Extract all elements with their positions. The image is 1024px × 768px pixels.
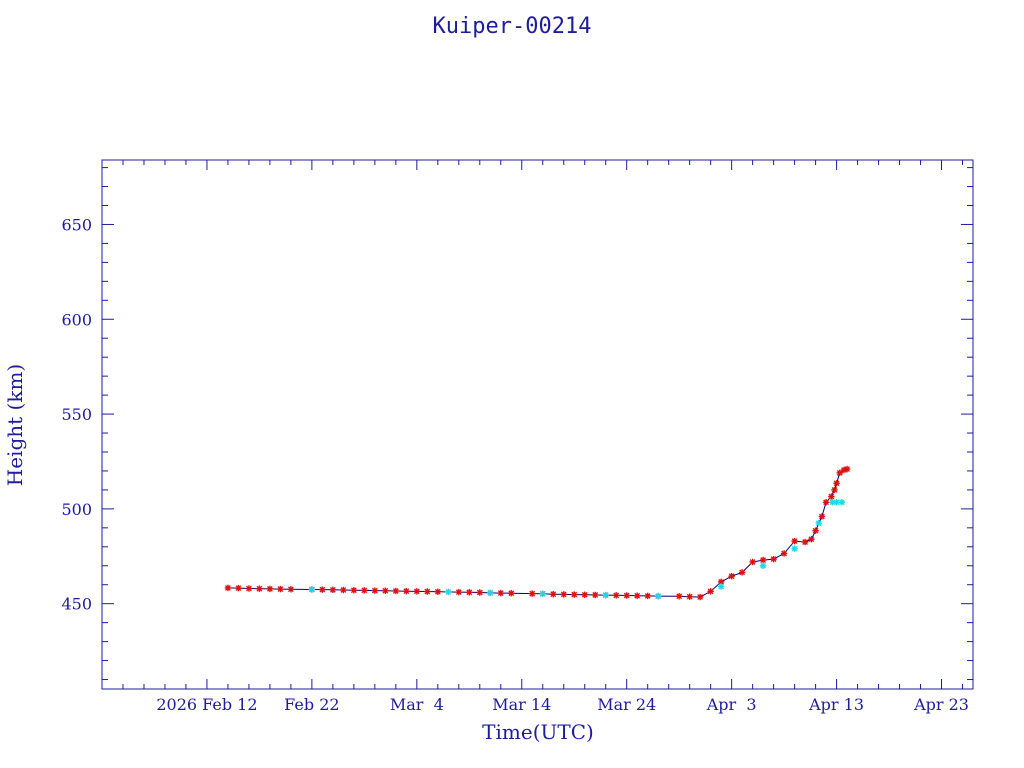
y-tick-label: 550	[61, 405, 92, 424]
x-tick-label: Mar 4	[390, 695, 444, 714]
y-tick-label: 650	[61, 215, 92, 234]
data-point	[550, 590, 557, 598]
data-point	[508, 590, 515, 597]
data-point	[843, 465, 851, 473]
data-point	[235, 584, 242, 592]
data-point	[287, 586, 295, 593]
data-point	[696, 593, 704, 601]
data-point	[654, 592, 662, 600]
data-point	[277, 585, 284, 593]
y-axis-label: Height (km)	[3, 364, 27, 486]
data-point	[717, 578, 725, 586]
data-point	[560, 591, 567, 598]
data-point-marks	[224, 465, 851, 601]
data-point	[413, 588, 421, 595]
y-tick-label: 450	[61, 595, 92, 614]
data-point	[838, 499, 846, 506]
data-point	[371, 587, 379, 594]
data-point	[801, 538, 809, 546]
data-point	[224, 584, 232, 592]
data-point	[812, 527, 819, 534]
data-point	[833, 480, 840, 487]
data-point	[829, 499, 836, 506]
data-point	[529, 590, 536, 597]
data-point	[592, 591, 599, 599]
data-point	[266, 585, 274, 593]
data-point	[791, 537, 798, 545]
data-point	[749, 558, 756, 566]
data-point	[340, 586, 347, 594]
data-point	[828, 493, 835, 500]
data-point	[319, 586, 326, 593]
series-connector-line	[227, 468, 848, 598]
data-point	[675, 593, 683, 600]
data-point	[644, 592, 651, 600]
data-point	[487, 589, 494, 597]
data-point	[571, 591, 578, 598]
axis-ticks	[101, 160, 973, 689]
data-point	[822, 499, 830, 506]
data-point	[581, 591, 588, 598]
y-tick-label: 600	[61, 310, 92, 329]
data-point	[445, 588, 452, 596]
data-point	[759, 562, 767, 569]
data-point	[759, 556, 767, 564]
data-point	[728, 572, 735, 580]
data-point	[361, 587, 368, 594]
data-point	[770, 555, 777, 563]
data-point	[815, 519, 822, 527]
data-point	[455, 588, 462, 596]
data-point	[717, 583, 725, 590]
data-point	[256, 585, 263, 592]
data-point	[329, 586, 337, 594]
x-tick-label: Apr 3	[706, 695, 757, 714]
plot-frame	[101, 159, 974, 690]
series-connector-lines	[227, 468, 848, 598]
data-point	[434, 588, 442, 595]
x-tick-label: Apr 23	[913, 695, 969, 714]
data-point	[424, 588, 431, 595]
x-tick-label: 2026 Feb 12	[156, 695, 257, 714]
data-point	[602, 591, 609, 599]
data-point	[350, 587, 358, 594]
data-point	[633, 592, 641, 599]
data-point	[392, 587, 400, 595]
data-point	[780, 550, 788, 557]
data-point	[403, 587, 410, 595]
data-point	[476, 589, 483, 596]
data-point	[466, 589, 473, 596]
data-point	[738, 569, 746, 576]
data-point	[245, 585, 253, 592]
data-point	[613, 592, 620, 599]
x-tick-label: Mar 24	[597, 695, 656, 714]
data-point	[831, 486, 838, 494]
data-point	[808, 536, 815, 543]
axis-tick-labels: 2026 Feb 12 Feb 22 Mar 4 Mar 14 Mar 24 Apr 3 A…	[61, 215, 969, 714]
data-point	[818, 513, 826, 520]
data-point	[539, 590, 546, 598]
data-point	[382, 587, 389, 594]
y-tick-label: 500	[61, 500, 92, 519]
data-point	[686, 593, 693, 600]
x-tick-label: Apr 13	[808, 695, 864, 714]
x-tick-label: Mar 14	[492, 695, 551, 714]
x-axis-label: Time(UTC)	[482, 720, 594, 744]
data-point	[308, 586, 316, 593]
data-point	[836, 469, 843, 477]
data-point	[791, 545, 798, 552]
data-point	[623, 592, 630, 599]
data-point	[497, 589, 504, 597]
data-point	[707, 588, 714, 595]
chart-title: Kuiper-00214	[432, 14, 592, 39]
x-tick-label: Feb 22	[284, 695, 339, 714]
